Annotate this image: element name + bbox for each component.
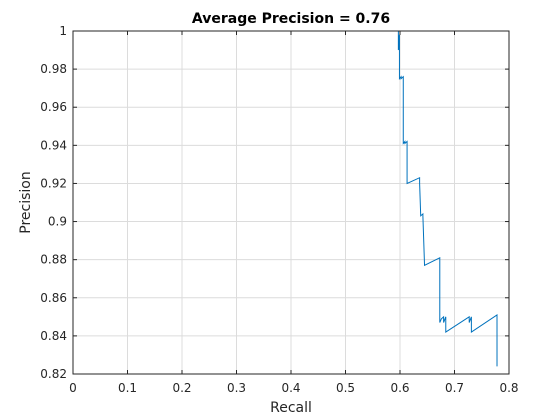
x-tick-label: 0.6 (390, 381, 409, 395)
y-tick-label: 0.98 (40, 62, 67, 76)
y-tick-label: 0.82 (40, 367, 67, 381)
x-tick-label: 0.4 (281, 381, 300, 395)
x-tick-label: 0.5 (336, 381, 355, 395)
tick-layer: 0 0.1 0.2 0.3 0.4 0.5 0.6 0.7 0.8 0.82 0.84 0.86 0.8… (40, 24, 518, 395)
x-tick-label: 0.1 (118, 381, 137, 395)
y-tick-label: 0.84 (40, 329, 67, 343)
x-tick-label: 0 (69, 381, 77, 395)
grid-layer (73, 31, 509, 374)
chart-title: Average Precision = 0.76 (192, 11, 390, 27)
x-tick-label: 0.2 (172, 381, 191, 395)
y-tick-label: 0.88 (40, 253, 67, 267)
y-tick-label: 0.96 (40, 100, 67, 114)
y-axis-label: Precision (18, 171, 34, 233)
x-tick-label: 0.8 (499, 381, 518, 395)
y-tick-label: 0.86 (40, 291, 67, 305)
series-layer (73, 30, 498, 367)
precision-recall-curve (73, 30, 498, 367)
x-axis-label: Recall (270, 400, 312, 416)
y-tick-label: 1 (59, 24, 67, 38)
x-tick-label: 0.7 (445, 381, 464, 395)
y-tick-label: 0.92 (40, 176, 67, 190)
x-tick-label: 0.3 (227, 381, 246, 395)
y-tick-label: 0.9 (48, 215, 67, 229)
y-tick-label: 0.94 (40, 138, 67, 152)
